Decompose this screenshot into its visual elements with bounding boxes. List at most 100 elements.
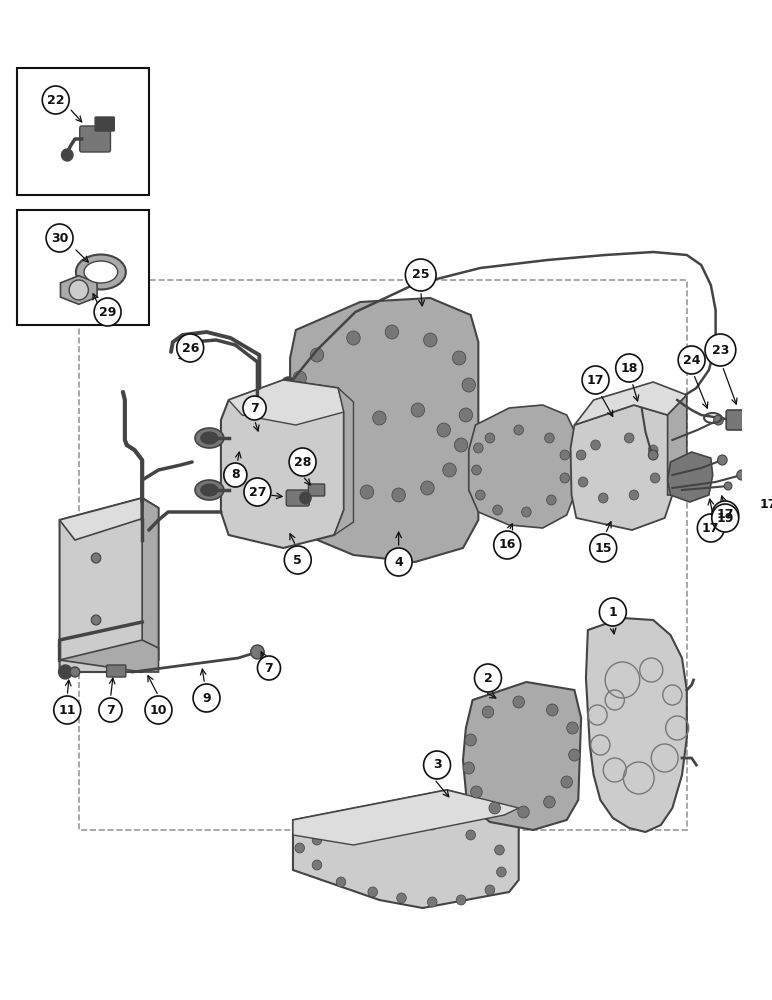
Circle shape — [713, 415, 723, 425]
Circle shape — [282, 377, 295, 391]
Circle shape — [251, 645, 264, 659]
Circle shape — [489, 802, 500, 814]
Ellipse shape — [201, 432, 218, 444]
Circle shape — [482, 706, 494, 718]
FancyBboxPatch shape — [107, 665, 126, 677]
Circle shape — [543, 796, 555, 808]
Text: 1: 1 — [608, 605, 617, 618]
Circle shape — [310, 348, 323, 362]
Circle shape — [496, 867, 506, 877]
Circle shape — [361, 485, 374, 499]
Polygon shape — [221, 380, 344, 548]
Bar — [17, 210, 149, 325]
Polygon shape — [574, 382, 687, 425]
Circle shape — [421, 481, 434, 495]
Circle shape — [91, 553, 101, 563]
Text: 25: 25 — [412, 268, 429, 282]
Text: 9: 9 — [202, 692, 211, 704]
Circle shape — [300, 492, 311, 504]
Circle shape — [46, 224, 73, 252]
Polygon shape — [293, 790, 519, 908]
Polygon shape — [290, 298, 479, 562]
Circle shape — [724, 482, 732, 490]
Circle shape — [463, 762, 475, 774]
Circle shape — [424, 333, 437, 347]
Text: 7: 7 — [106, 704, 115, 716]
FancyBboxPatch shape — [726, 410, 751, 430]
Circle shape — [471, 786, 482, 798]
Ellipse shape — [76, 254, 126, 290]
Text: 3: 3 — [433, 758, 442, 772]
Circle shape — [697, 514, 724, 542]
Circle shape — [625, 433, 634, 443]
Text: 17: 17 — [716, 508, 734, 522]
Circle shape — [569, 749, 581, 761]
Polygon shape — [334, 388, 354, 535]
Text: 2: 2 — [483, 672, 493, 684]
Circle shape — [590, 534, 617, 562]
Ellipse shape — [84, 261, 117, 283]
Circle shape — [312, 860, 322, 870]
Circle shape — [193, 684, 220, 712]
Circle shape — [648, 445, 658, 455]
Text: 30: 30 — [51, 232, 68, 244]
Text: 29: 29 — [99, 306, 117, 318]
Circle shape — [284, 546, 311, 574]
Circle shape — [385, 325, 398, 339]
Circle shape — [485, 885, 495, 895]
FancyBboxPatch shape — [286, 490, 310, 506]
Circle shape — [437, 423, 451, 437]
Circle shape — [465, 734, 476, 746]
Circle shape — [582, 366, 609, 394]
Polygon shape — [463, 682, 581, 830]
Text: 7: 7 — [265, 662, 273, 674]
Text: 7: 7 — [250, 401, 259, 414]
Circle shape — [577, 450, 586, 460]
Circle shape — [244, 478, 271, 506]
Text: 11: 11 — [59, 704, 76, 716]
Circle shape — [145, 696, 172, 724]
Polygon shape — [59, 640, 158, 672]
Circle shape — [295, 843, 304, 853]
Circle shape — [712, 504, 739, 532]
Circle shape — [428, 897, 437, 907]
Circle shape — [560, 473, 570, 483]
Polygon shape — [586, 618, 687, 832]
Circle shape — [712, 501, 739, 529]
Polygon shape — [229, 380, 344, 425]
Circle shape — [473, 443, 483, 453]
Circle shape — [428, 820, 437, 830]
Ellipse shape — [195, 428, 224, 448]
Text: 5: 5 — [293, 554, 302, 566]
Circle shape — [494, 531, 520, 559]
Text: 24: 24 — [683, 354, 700, 366]
Circle shape — [424, 751, 451, 779]
Circle shape — [178, 344, 190, 356]
Text: 26: 26 — [181, 342, 199, 355]
Polygon shape — [60, 276, 97, 304]
Circle shape — [91, 615, 101, 625]
Circle shape — [291, 401, 304, 415]
Text: 22: 22 — [47, 94, 65, 106]
Circle shape — [42, 86, 69, 114]
Text: 17: 17 — [587, 373, 604, 386]
Circle shape — [513, 696, 524, 708]
Circle shape — [456, 895, 466, 905]
Text: 18: 18 — [621, 361, 638, 374]
Circle shape — [389, 817, 398, 827]
Circle shape — [99, 698, 122, 722]
Circle shape — [59, 665, 72, 679]
Circle shape — [290, 448, 316, 476]
Circle shape — [411, 403, 425, 417]
Circle shape — [755, 491, 772, 519]
Circle shape — [331, 473, 345, 487]
Circle shape — [591, 440, 601, 450]
Text: 17: 17 — [702, 522, 720, 534]
Circle shape — [94, 298, 121, 326]
Polygon shape — [293, 790, 519, 845]
Circle shape — [476, 490, 485, 500]
Circle shape — [493, 505, 503, 515]
Circle shape — [373, 411, 386, 425]
Circle shape — [452, 351, 466, 365]
Circle shape — [224, 463, 247, 487]
